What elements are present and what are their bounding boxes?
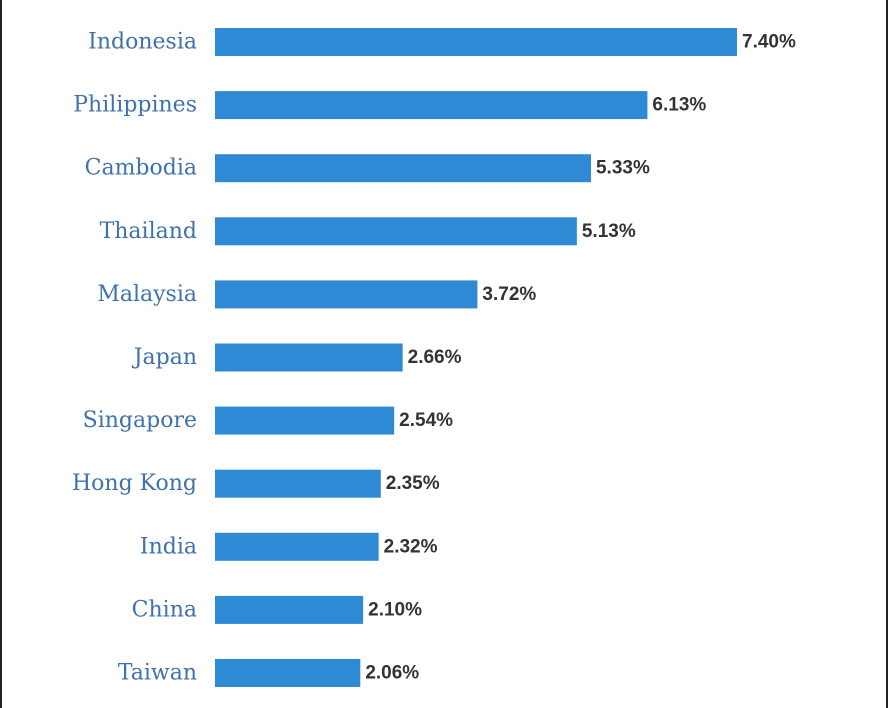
category-label-malaysia: Malaysia (97, 282, 197, 307)
value-label-thailand: 5.13% (582, 221, 636, 242)
value-label-indonesia: 7.40% (742, 32, 796, 53)
value-label-china: 2.10% (368, 599, 422, 620)
category-label-japan: Japan (132, 345, 197, 370)
category-label-china: China (132, 597, 197, 622)
value-label-philippines: 6.13% (652, 95, 706, 116)
bar-thailand (215, 217, 577, 246)
category-label-philippines: Philippines (73, 93, 197, 118)
bar-philippines (215, 91, 648, 120)
bar-china (215, 595, 364, 624)
category-labels: Indonesia Philippines Cambodia Thailand Mala… (72, 30, 197, 686)
category-label-india: India (140, 534, 197, 559)
value-label-taiwan: 2.06% (365, 663, 419, 684)
value-labels: 7.40% 6.13% 5.33% 5.13% 3.72% 2.66% 2.54% 2.35%… (365, 32, 796, 684)
bar-taiwan (215, 659, 361, 687)
bar-indonesia (215, 28, 737, 56)
bar-cambodia (215, 154, 591, 183)
bar-japan (215, 343, 403, 372)
category-label-taiwan: Taiwan (118, 661, 197, 686)
category-label-thailand: Thailand (100, 219, 197, 244)
frame-left-border (0, 0, 2, 708)
bar-singapore (215, 406, 395, 435)
bar-malaysia (215, 280, 478, 309)
category-label-singapore: Singapore (83, 408, 197, 433)
value-label-malaysia: 3.72% (482, 284, 536, 305)
value-label-india: 2.32% (384, 536, 438, 557)
bar-hong-kong (215, 469, 381, 498)
bars (215, 28, 737, 687)
bar-india (215, 532, 379, 561)
category-label-indonesia: Indonesia (88, 30, 197, 55)
category-label-hong-kong: Hong Kong (72, 471, 197, 496)
value-label-hong-kong: 2.35% (386, 473, 440, 494)
value-label-japan: 2.66% (408, 347, 462, 368)
value-label-singapore: 2.54% (399, 410, 453, 431)
category-label-cambodia: Cambodia (85, 156, 197, 181)
value-label-cambodia: 5.33% (596, 158, 650, 179)
frame-right-border (886, 0, 888, 708)
